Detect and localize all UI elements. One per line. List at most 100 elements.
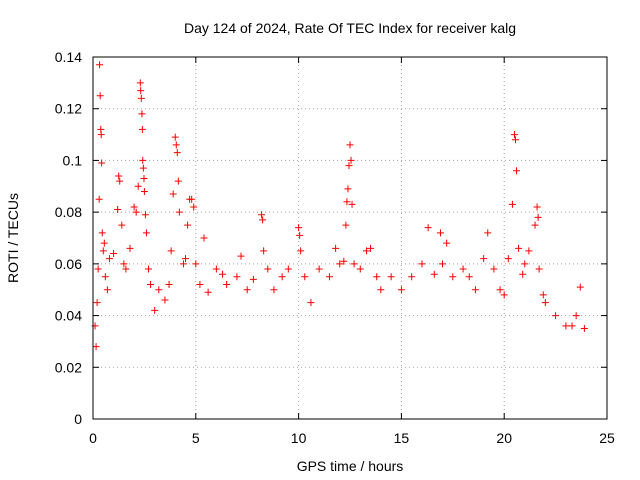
data-point [436,229,444,237]
data-point [325,273,333,281]
data-point [174,177,182,185]
data-point [278,273,286,281]
data-point [510,131,518,139]
data-point [443,239,451,247]
axes [92,56,608,420]
x-tick-label: 20 [496,430,512,446]
data-point [297,247,305,255]
data-point [100,239,108,247]
data-point [137,94,145,102]
data-point [332,244,340,252]
data-point [175,208,183,216]
data-point [173,149,181,157]
data-point [114,206,122,214]
data-point [508,200,516,208]
y-tick-label: 0.06 [55,256,82,272]
data-point [534,213,542,221]
data-point [580,325,588,332]
data-point [110,250,118,258]
data-point [259,216,267,224]
data-point [270,286,278,294]
data-point [136,79,144,87]
data-point [533,203,541,211]
data-point [513,167,521,175]
y-tick-label: 0.04 [55,308,82,324]
data-point [99,247,107,255]
data-point [190,203,198,211]
data-point [260,247,268,255]
data-point [122,265,130,273]
data-point [98,159,106,167]
data-point [92,343,100,351]
data-point [151,306,159,314]
data-point [126,244,134,252]
data-point [356,265,364,273]
data-point [350,260,358,268]
data-point [539,291,547,299]
data-point [295,224,303,232]
data-point [525,247,533,255]
data-point [521,260,529,268]
data-point [500,291,508,299]
data-point [296,231,304,239]
y-tick-label: 0.02 [55,359,82,375]
data-point [237,252,245,260]
data-point [552,312,560,320]
data-point [315,265,323,273]
data-point [140,187,148,195]
x-tick-label: 5 [192,430,200,446]
data-point [343,198,351,206]
data-point [367,244,375,252]
data-point [408,273,416,281]
data-point [249,275,257,283]
data-point [219,270,227,278]
grid [93,57,607,419]
data-point [96,92,104,100]
data-point [568,322,576,330]
data-point [243,286,251,294]
data-point [140,175,148,183]
data-point [465,273,473,281]
data-point [459,265,467,273]
y-tick-label: 0.08 [55,204,82,220]
data-point [512,136,520,144]
data-point [147,281,155,289]
data-point [387,273,395,281]
data-point [496,286,504,294]
data-point [576,283,584,291]
data-point [172,141,180,149]
data-point [307,299,315,307]
x-tick-label: 10 [291,430,307,446]
y-tick-label: 0.14 [55,49,82,65]
data-point [200,234,208,242]
data-point [504,255,512,263]
data-point [344,185,352,193]
data-point [138,125,146,133]
data-point [103,286,111,294]
data-point [105,255,113,263]
data-point [139,156,147,164]
data-point [120,260,128,268]
data-points [91,61,588,351]
data-point [179,260,187,268]
plot-frame [92,56,608,420]
data-point [340,257,348,265]
data-point [196,281,204,289]
data-point [471,286,479,294]
data-point [418,260,426,268]
data-point [192,260,200,268]
data-point [98,229,106,237]
data-point [484,229,492,237]
data-point [130,203,138,211]
data-point [424,224,432,232]
data-point [373,273,381,281]
data-point [535,265,543,273]
data-point [155,286,163,294]
data-point [480,255,488,263]
data-point [541,299,549,307]
data-point [439,260,447,268]
data-point [348,200,356,208]
x-ticks: 0 5 10 15 20 25 [89,57,615,446]
data-point [134,182,142,190]
y-tick-label: 0 [74,411,82,427]
